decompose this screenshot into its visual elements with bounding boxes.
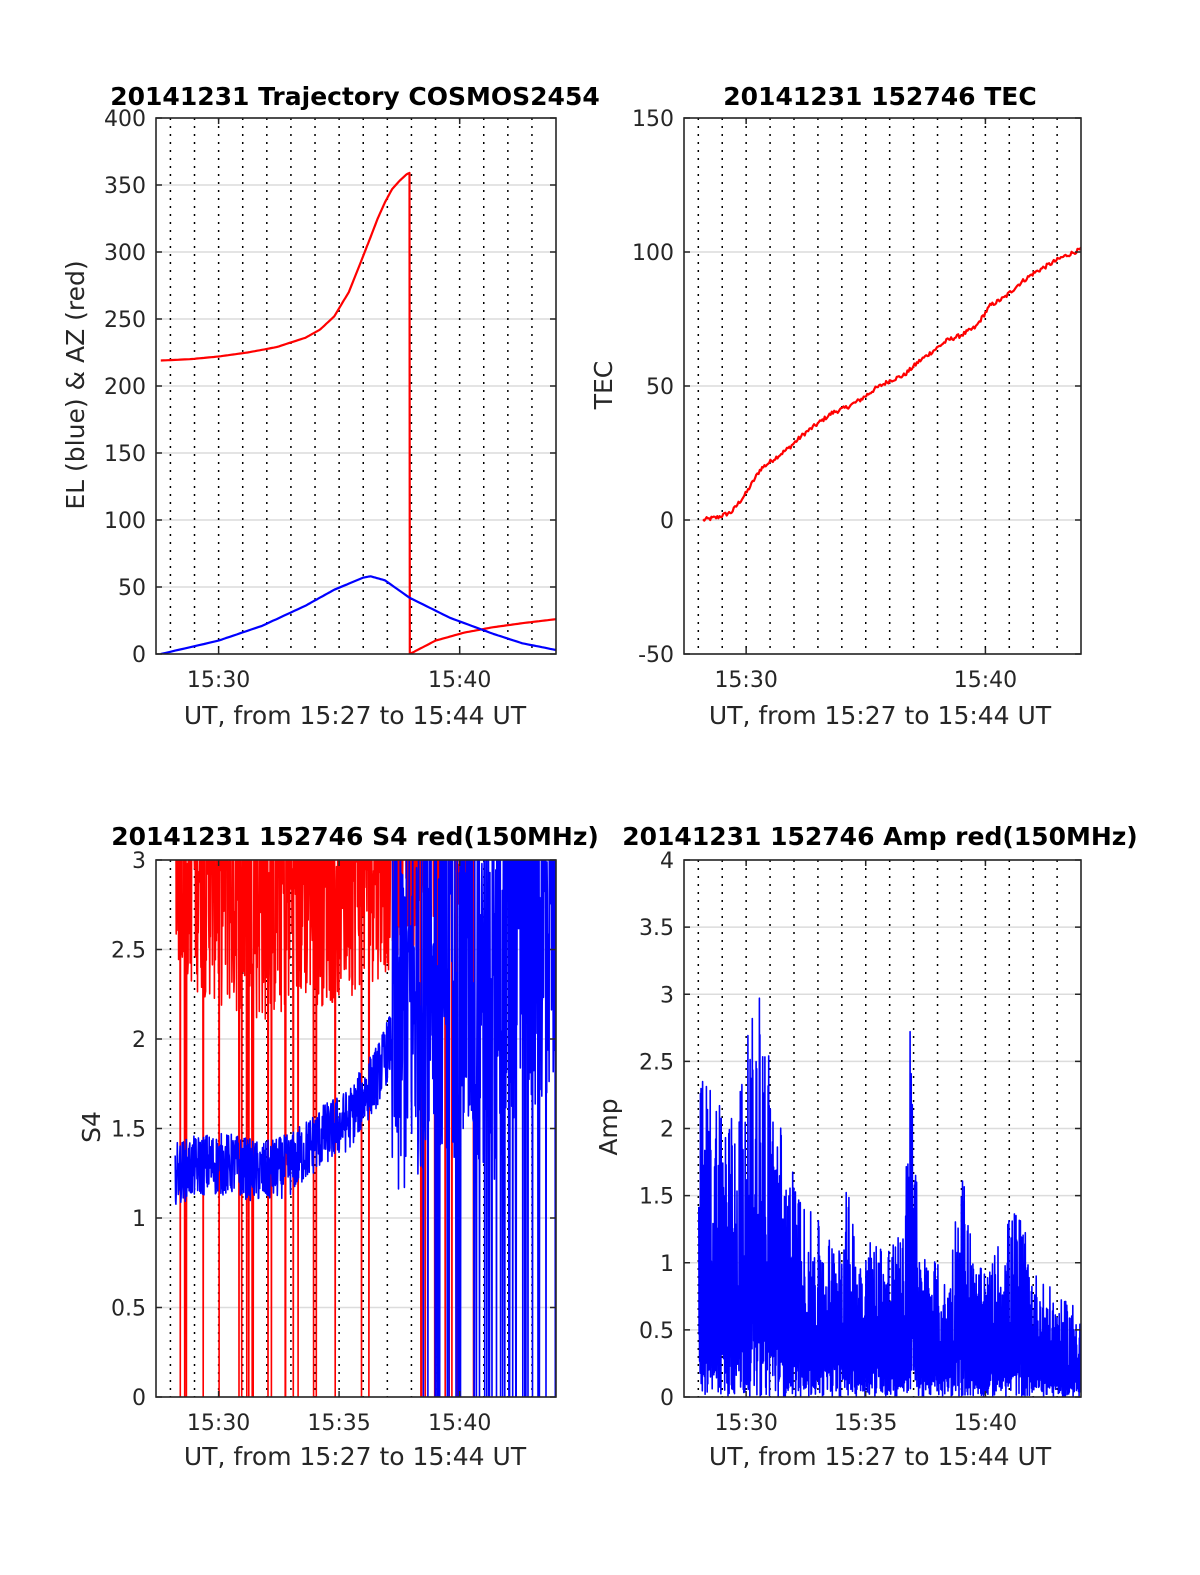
y-tick-label: 3	[660, 983, 674, 1008]
series-group	[702, 246, 1081, 522]
x-tick-label: 15:40	[428, 1411, 491, 1436]
y-tick-label: 2.5	[639, 1050, 674, 1075]
y-axis-label: S4	[77, 1111, 106, 1143]
y-axis-label: Amp	[594, 1098, 623, 1155]
y-tick-label: -50	[638, 643, 674, 668]
y-tick-label: 150	[104, 442, 146, 467]
panel-s4: 20141231 152746 S4 red(150MHz) UT, from …	[77, 822, 599, 1471]
x-tick-label: 15:40	[954, 1411, 1017, 1436]
x-axis-label: UT, from 15:27 to 15:44 UT	[709, 1442, 1052, 1471]
chart-title: 20141231 152746 S4 red(150MHz)	[111, 822, 599, 851]
chart-title: 20141231 152746 TEC	[723, 82, 1036, 111]
y-tick-label: 50	[118, 576, 146, 601]
y-axis-label: TEC	[589, 361, 618, 411]
y-tick-label: 0	[132, 1386, 146, 1411]
plot-area: -50 0 50 100 150 15:30 15:40	[632, 107, 1082, 693]
y-tick-label: 0	[132, 643, 146, 668]
panel-trajectory: 20141231 Trajectory COSMOS2454 UT, from …	[61, 82, 600, 730]
y-tick-label: 0	[660, 1386, 674, 1411]
series-line	[698, 997, 1081, 1397]
y-tick-label: 3.5	[639, 916, 674, 941]
y-tick-label: 2.5	[111, 939, 146, 964]
y-tick-label: 2	[132, 1028, 146, 1053]
y-tick-label: 100	[632, 241, 674, 266]
y-tick-label: 250	[104, 308, 146, 333]
series-group	[174, 860, 556, 1397]
plot-area: 0 50 100 150 200 250 300 350 400 15:30 15:40	[104, 107, 557, 693]
chart-title: 20141231 Trajectory COSMOS2454	[110, 82, 600, 111]
y-tick-label: 200	[104, 375, 146, 400]
x-axis-label: UT, from 15:27 to 15:44 UT	[184, 701, 527, 730]
panel-amp: 20141231 152746 Amp red(150MHz) UT, from…	[594, 822, 1138, 1471]
x-axis-label: UT, from 15:27 to 15:44 UT	[184, 1442, 527, 1471]
plot-area: 0 0.5 1 1.5 2 2.5 3 3.5 4 15:30 15:35 15:40	[639, 849, 1082, 1436]
panel-tec: 20141231 152746 TEC UT, from 15:27 to 15…	[589, 82, 1082, 730]
x-tick-label: 15:40	[954, 668, 1017, 693]
series-group	[160, 171, 556, 654]
y-tick-label: 300	[104, 241, 146, 266]
y-tick-label: 0.5	[639, 1319, 674, 1344]
y-tick-label: 3	[132, 849, 146, 874]
y-tick-label: 4	[660, 849, 674, 874]
y-tick-label: 350	[104, 174, 146, 199]
plot-area: 0 0.5 1 1.5 2 2.5 3 15:30 15:35 15:40	[111, 849, 557, 1436]
series-line	[160, 171, 556, 654]
x-axis-label: UT, from 15:27 to 15:44 UT	[709, 701, 1052, 730]
y-tick-label: 1	[132, 1207, 146, 1232]
y-tick-label: 1.5	[639, 1185, 674, 1210]
x-tick-label: 15:30	[187, 668, 250, 693]
x-tick-label: 15:35	[307, 1411, 370, 1436]
y-tick-label: 2	[660, 1118, 674, 1143]
x-tick-label: 15:30	[714, 1411, 777, 1436]
series-line	[702, 246, 1081, 522]
x-tick-label: 15:30	[187, 1411, 250, 1436]
x-tick-label: 15:35	[834, 1411, 897, 1436]
y-tick-label: 1.5	[111, 1118, 146, 1143]
x-tick-label: 15:30	[714, 668, 777, 693]
series-group	[698, 997, 1081, 1397]
y-tick-label: 50	[646, 375, 674, 400]
y-tick-label: 0	[660, 509, 674, 534]
y-tick-label: 0.5	[111, 1297, 146, 1322]
y-axis-label: EL (blue) & AZ (red)	[61, 260, 90, 509]
y-tick-label: 400	[104, 107, 146, 132]
y-tick-label: 1	[660, 1252, 674, 1277]
series-line	[160, 575, 556, 654]
y-tick-label: 100	[104, 509, 146, 534]
chart-title: 20141231 152746 Amp red(150MHz)	[622, 822, 1138, 851]
series-line	[174, 860, 556, 1397]
x-tick-label: 15:40	[428, 668, 491, 693]
y-tick-label: 150	[632, 107, 674, 132]
